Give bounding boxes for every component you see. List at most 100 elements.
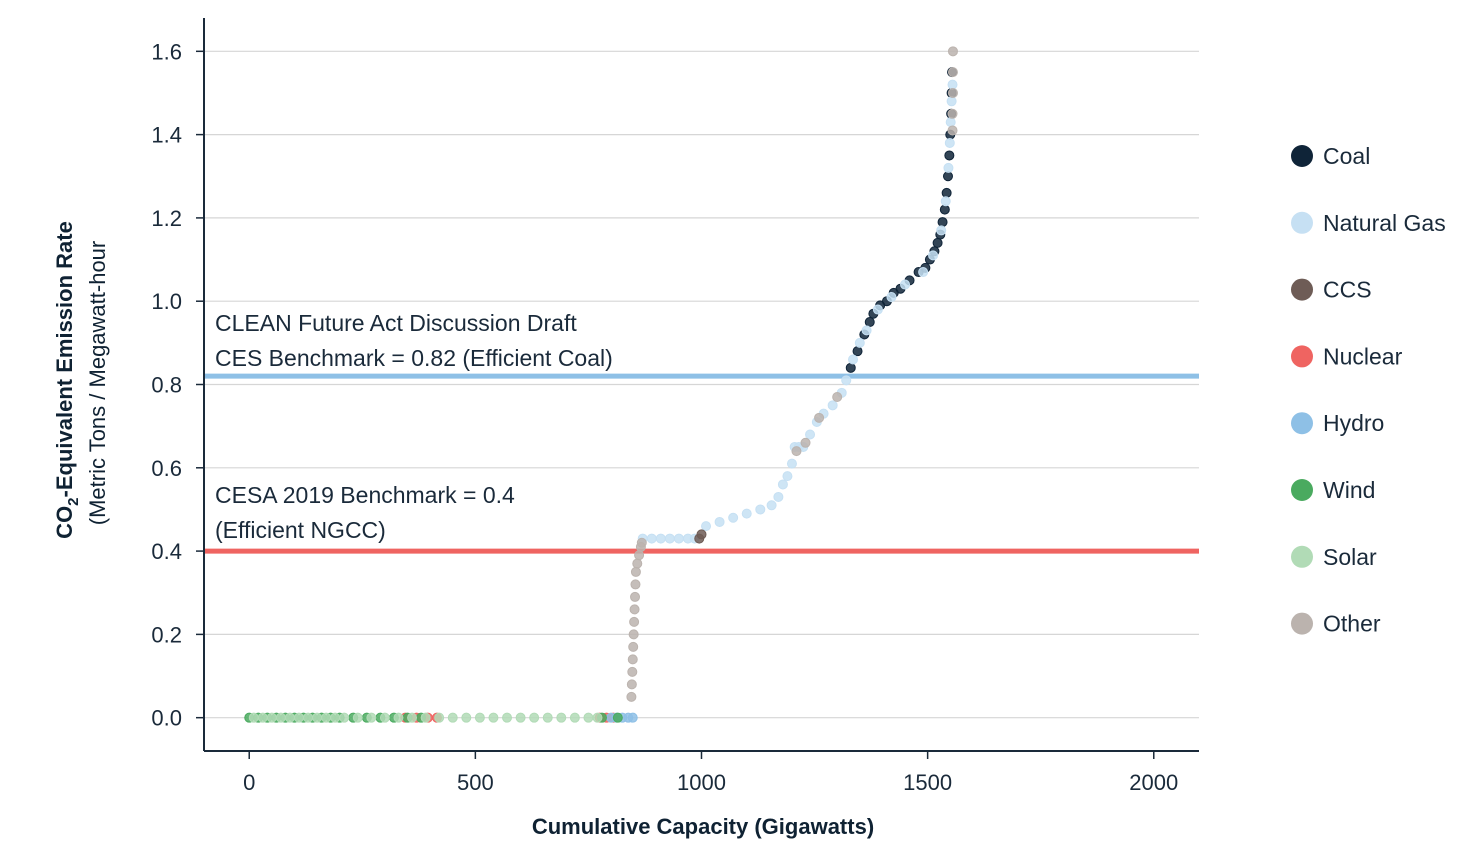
legend-item-other: Other [1291,611,1381,637]
data-point [947,125,958,136]
clean-benchmark-label-line2: CES Benchmark = 0.82 (Efficient Coal) [215,345,613,371]
data-point [673,533,684,544]
data-point [861,325,872,336]
x-tick-label: 500 [457,770,494,795]
data-point [393,712,404,723]
cesa-benchmark-label-line1: CESA 2019 Benchmark = 0.4 [215,482,515,508]
data-point [502,712,513,723]
data-point [627,712,638,723]
data-point [941,187,952,198]
data-point [947,46,958,57]
data-point [612,712,623,723]
legend-marker [1291,211,1313,234]
data-point [257,712,268,723]
ticks-layer: 0.0 0.2 0.4 0.6 0.8 1.0 1.2 1.4 1.6 0 500 1000 1500 2… [151,39,1178,795]
data-point [939,204,950,215]
data-point [664,533,675,544]
legend-item-hydro: Hydro [1291,410,1384,436]
x-tick-label: 2000 [1129,770,1178,795]
data-point [854,337,865,348]
data-point [569,712,580,723]
data-point [542,712,553,723]
data-point [366,712,377,723]
data-point [627,654,638,665]
data-point [928,250,939,261]
legend-label: Nuclear [1323,343,1403,369]
data-point [407,712,418,723]
data-point [630,579,641,590]
y-tick-label: 1.4 [151,123,182,148]
data-point [447,712,458,723]
y-axis-units: (Metric Tons / Megawatt-hour [85,241,110,525]
data-point [352,712,363,723]
x-axis-title: Cumulative Capacity (Gigawatts) [532,814,874,839]
data-point [741,508,752,519]
data-point [529,712,540,723]
data-point [321,712,332,723]
data-point [932,237,943,248]
data-point [766,500,777,511]
series-natural-gas [637,79,958,544]
data-point [728,512,739,523]
y-axis-title: CO2-Equivalent Emission Rate [52,221,82,539]
x-tick-label: 1000 [677,770,726,795]
y-tick-label: 0.0 [151,706,182,731]
legend-marker [1291,479,1313,501]
legend-label: Hydro [1323,410,1384,436]
data-point [937,217,948,228]
grid-layer [204,50,1199,719]
data-point [627,666,638,677]
y-tick-label: 0.8 [151,373,182,398]
data-point [655,533,666,544]
data-point [420,712,431,723]
legend-label: Natural Gas [1323,210,1446,236]
data-point [852,346,863,357]
data-point [900,279,911,290]
data-point [832,391,843,402]
legend-marker [1291,545,1313,568]
x-tick-label: 1500 [903,770,952,795]
data-point [248,712,259,723]
data-point [628,641,639,652]
series-other [626,46,958,702]
data-point [632,558,643,569]
legend-marker [1291,612,1313,635]
data-point [845,362,856,373]
data-point [947,108,958,119]
y-tick-label: 0.6 [151,456,182,481]
data-point [515,712,526,723]
benchmark-labels: CLEAN Future Act Discussion Draft CES Be… [215,310,613,543]
legend-label: Other [1323,611,1381,637]
data-point [583,712,594,723]
legend-marker [1291,412,1313,435]
x-tick-label: 0 [243,770,255,795]
y-axis-title-subscript: 2 [65,497,82,505]
data-point [630,566,641,577]
legend-label: CCS [1323,277,1372,303]
svg-text:CO2-Equivalent Emission Rate: CO2-Equivalent Emission Rate [52,221,82,539]
cesa-benchmark-label-line2: (Efficient NGCC) [215,517,386,543]
legend-label: Wind [1323,477,1375,503]
data-point [284,712,295,723]
data-point [841,375,852,386]
data-point [886,292,897,303]
data-point [434,712,445,723]
clean-benchmark-label-line1: CLEAN Future Act Discussion Draft [215,310,577,336]
series-solar [248,712,603,723]
data-point [791,446,802,457]
data-point [696,529,707,540]
data-point [488,712,499,723]
data-point [944,150,955,161]
y-axis-title-main: CO [52,506,77,539]
legend-marker [1291,145,1313,167]
legend-item-solar: Solar [1291,544,1377,570]
data-point [303,712,314,723]
data-point [701,521,712,532]
data-point [629,604,640,615]
points-layer [244,46,958,723]
legend-label: Coal [1323,143,1370,169]
legend-item-natural-gas: Natural Gas [1291,210,1446,236]
data-point [330,712,341,723]
data-point [786,458,797,469]
